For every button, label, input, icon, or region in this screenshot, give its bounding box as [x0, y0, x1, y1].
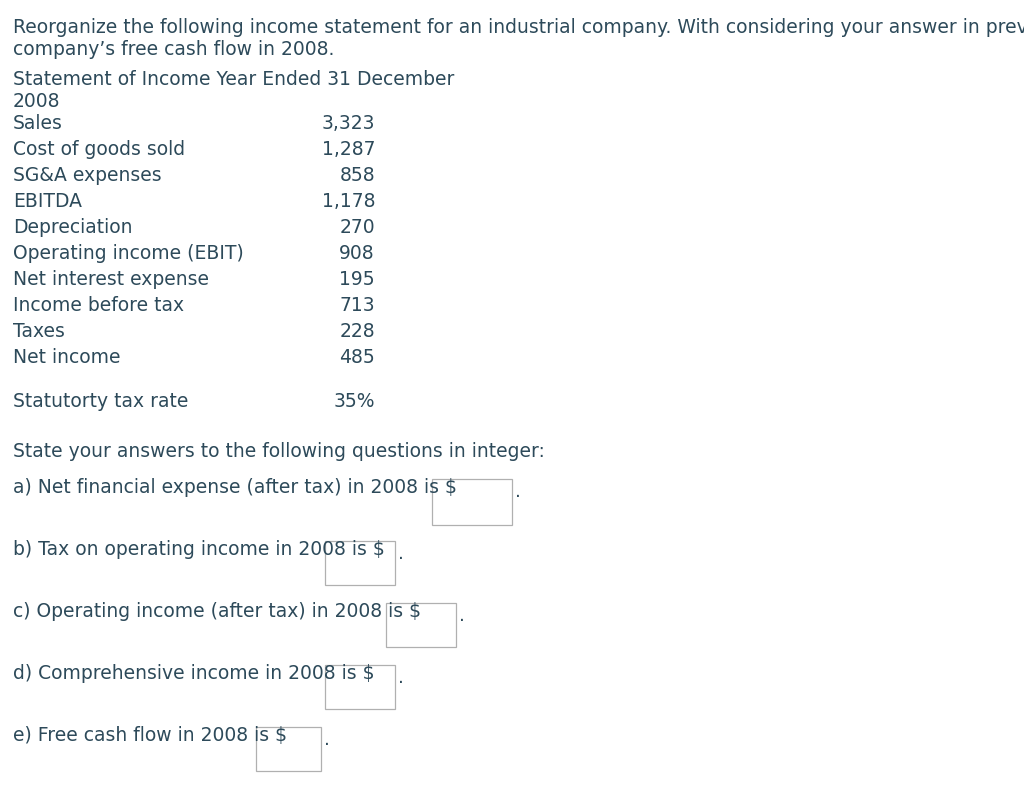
Text: .: .: [398, 668, 403, 687]
Text: 1,287: 1,287: [322, 140, 375, 159]
Text: Net income: Net income: [13, 348, 121, 367]
Text: Cost of goods sold: Cost of goods sold: [13, 140, 185, 159]
Text: 858: 858: [339, 166, 375, 185]
Text: Income before tax: Income before tax: [13, 296, 184, 315]
Text: Sales: Sales: [13, 114, 62, 133]
Text: 908: 908: [339, 244, 375, 263]
Text: 485: 485: [339, 348, 375, 367]
Text: .: .: [324, 730, 330, 749]
Text: Operating income (EBIT): Operating income (EBIT): [13, 244, 244, 263]
Text: 195: 195: [339, 270, 375, 289]
Text: 3,323: 3,323: [322, 114, 375, 133]
Text: company’s free cash flow in 2008.: company’s free cash flow in 2008.: [13, 40, 335, 59]
Text: .: .: [398, 544, 403, 563]
Text: 270: 270: [339, 218, 375, 237]
Bar: [432, 479, 512, 525]
Text: 228: 228: [339, 322, 375, 341]
Text: .: .: [515, 482, 521, 501]
Text: Statutorty tax rate: Statutorty tax rate: [13, 392, 188, 411]
Text: e) Free cash flow in 2008 is $: e) Free cash flow in 2008 is $: [13, 726, 287, 745]
Text: Net interest expense: Net interest expense: [13, 270, 209, 289]
Text: d) Comprehensive income in 2008 is $: d) Comprehensive income in 2008 is $: [13, 664, 375, 683]
Text: b) Tax on operating income in 2008 is $: b) Tax on operating income in 2008 is $: [13, 540, 385, 559]
Text: a) Net financial expense (after tax) in 2008 is $: a) Net financial expense (after tax) in …: [13, 478, 457, 497]
Text: SG&A expenses: SG&A expenses: [13, 166, 162, 185]
Bar: [325, 541, 395, 585]
Text: 713: 713: [339, 296, 375, 315]
Bar: [256, 727, 321, 771]
Text: c) Operating income (after tax) in 2008 is $: c) Operating income (after tax) in 2008 …: [13, 602, 421, 621]
Text: Statement of Income Year Ended 31 December: Statement of Income Year Ended 31 Decemb…: [13, 70, 455, 89]
Text: .: .: [459, 606, 465, 625]
Bar: [325, 665, 395, 709]
Text: 35%: 35%: [334, 392, 375, 411]
Text: Taxes: Taxes: [13, 322, 65, 341]
Text: Reorganize the following income statement for an industrial company. With consid: Reorganize the following income statemen…: [13, 18, 1024, 37]
Text: 1,178: 1,178: [322, 192, 375, 211]
Text: 2008: 2008: [13, 92, 60, 111]
Text: State your answers to the following questions in integer:: State your answers to the following ques…: [13, 442, 545, 461]
Text: EBITDA: EBITDA: [13, 192, 82, 211]
Bar: [386, 603, 456, 647]
Text: Depreciation: Depreciation: [13, 218, 132, 237]
